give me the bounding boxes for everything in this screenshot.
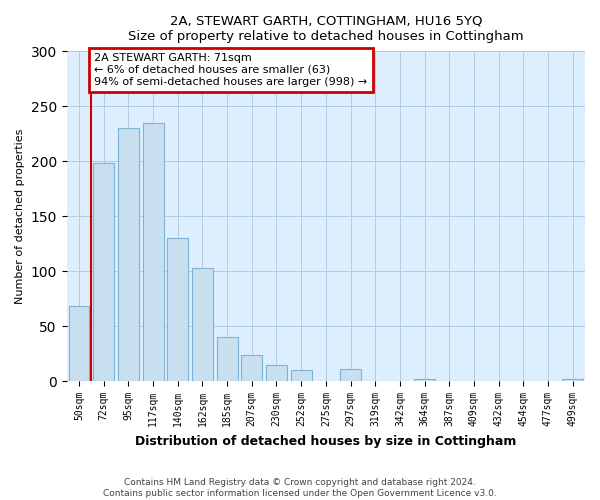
Text: Contains HM Land Registry data © Crown copyright and database right 2024.
Contai: Contains HM Land Registry data © Crown c… <box>103 478 497 498</box>
Bar <box>143 122 164 381</box>
Bar <box>167 238 188 381</box>
Y-axis label: Number of detached properties: Number of detached properties <box>15 128 25 304</box>
Bar <box>217 337 238 381</box>
Bar <box>562 379 583 381</box>
X-axis label: Distribution of detached houses by size in Cottingham: Distribution of detached houses by size … <box>135 434 517 448</box>
Bar <box>414 379 435 381</box>
Bar <box>118 128 139 381</box>
Bar <box>68 306 89 381</box>
Bar <box>241 355 262 381</box>
Bar <box>290 370 311 381</box>
Title: 2A, STEWART GARTH, COTTINGHAM, HU16 5YQ
Size of property relative to detached ho: 2A, STEWART GARTH, COTTINGHAM, HU16 5YQ … <box>128 15 524 43</box>
Bar <box>340 369 361 381</box>
Bar <box>93 164 114 381</box>
Bar <box>192 268 213 381</box>
Text: 2A STEWART GARTH: 71sqm
← 6% of detached houses are smaller (63)
94% of semi-det: 2A STEWART GARTH: 71sqm ← 6% of detached… <box>94 54 368 86</box>
Bar <box>266 364 287 381</box>
